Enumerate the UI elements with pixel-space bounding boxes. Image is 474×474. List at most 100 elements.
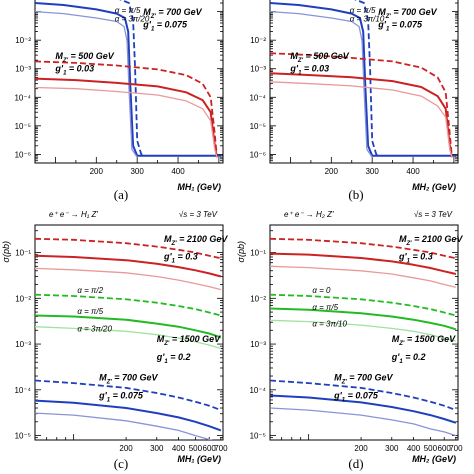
x-tick-label: 700 bbox=[214, 444, 228, 453]
parameter-label: MZ' = 2100 GeV bbox=[164, 234, 228, 247]
series-line bbox=[270, 307, 457, 331]
parameter-label: g'1 = 0.075 bbox=[333, 390, 379, 403]
y-tick-label: 10⁻³ bbox=[15, 340, 31, 349]
panel-caption: (b) bbox=[348, 187, 363, 202]
parameter-label: g'1 = 0.075 bbox=[377, 19, 423, 32]
series-line bbox=[270, 237, 457, 260]
alpha-label: α = 3π/10 bbox=[312, 320, 347, 329]
series-line bbox=[35, 60, 218, 158]
y-tick-label: 10⁻⁶ bbox=[250, 150, 266, 159]
x-tick-label: 600 bbox=[438, 444, 452, 453]
alpha-label: α = 3π/20 bbox=[115, 15, 150, 24]
parameter-label: MZ' = 500 GeV bbox=[55, 51, 114, 64]
parameter-label: MZ' = 700 GeV bbox=[378, 7, 437, 20]
series-line bbox=[35, 77, 218, 158]
y-tick-label: 10⁻⁴ bbox=[14, 386, 31, 395]
series-line bbox=[35, 326, 222, 350]
parameter-label: g'1 = 0.3 bbox=[163, 252, 198, 265]
parameter-label: g'1 = 0.075 bbox=[98, 390, 144, 403]
series-line bbox=[270, 379, 457, 411]
parameter-label: g'1 = 0.03 bbox=[54, 64, 94, 77]
series-line bbox=[35, 412, 213, 440]
plot-frame bbox=[34, 224, 224, 441]
parameter-label: MZ' = 500 GeV bbox=[290, 51, 349, 64]
parameter-label: g'1 = 0.2 bbox=[156, 352, 191, 365]
series-line bbox=[35, 293, 222, 317]
x-tick-label: 400 bbox=[407, 444, 421, 453]
x-axis-label: MH₁ (GeV) bbox=[177, 454, 221, 464]
x-axis-label: MH₁ (GeV) bbox=[177, 182, 221, 192]
panel-caption: (a) bbox=[114, 187, 128, 202]
series-line bbox=[270, 2, 456, 157]
parameter-label: MZ' = 700 GeV bbox=[143, 7, 202, 20]
alpha-label: α = π/2 bbox=[77, 286, 103, 295]
x-axis-label: MH₂ (GeV) bbox=[412, 454, 456, 464]
series-line bbox=[354, 0, 381, 157]
alpha-label: α = 3π/10 bbox=[350, 15, 385, 24]
alpha-label: α = 3π/20 bbox=[77, 324, 112, 333]
alpha-label: α = π/5 bbox=[77, 307, 103, 316]
series-line bbox=[270, 10, 373, 158]
series-line bbox=[270, 252, 457, 275]
x-tick-label: 300 bbox=[130, 167, 144, 176]
y-tick-label: 10⁻⁶ bbox=[15, 150, 31, 159]
chart-panel-a: 10⁻⁶ 10⁻⁵ 10⁻⁴ 10⁻³ 10⁻² 200 300 400 MZ' = 700 G… bbox=[14, 0, 224, 202]
x-axis-label: MH₂ (GeV) bbox=[412, 182, 456, 192]
y-axis-label: σ(pb) bbox=[1, 241, 11, 262]
series-line bbox=[270, 265, 457, 288]
panel-caption: (d) bbox=[348, 456, 363, 471]
x-tick-label: 300 bbox=[150, 444, 164, 453]
y-tick-label: 10⁻³ bbox=[250, 340, 266, 349]
series-line bbox=[270, 394, 457, 424]
y-tick-label: 10⁻² bbox=[15, 294, 31, 303]
plot-frame bbox=[34, 0, 224, 164]
y-tick-label: 10⁻⁴ bbox=[14, 93, 31, 102]
series-line bbox=[35, 86, 218, 158]
series-line bbox=[270, 52, 453, 158]
series-line bbox=[270, 81, 453, 158]
x-tick-label: 500 bbox=[424, 444, 438, 453]
alpha-label: α = 0 bbox=[312, 286, 331, 295]
x-tick-label: 400 bbox=[172, 444, 186, 453]
series-line bbox=[35, 2, 221, 157]
parameter-label: g'1 = 0.3 bbox=[398, 252, 433, 265]
series-line bbox=[35, 379, 222, 411]
series-line bbox=[35, 254, 222, 278]
y-tick-label: 10⁻⁴ bbox=[249, 93, 266, 102]
series-line bbox=[270, 319, 457, 342]
series-line bbox=[35, 399, 222, 432]
x-tick-label: 200 bbox=[90, 167, 104, 176]
alpha-label: α = π/5 bbox=[312, 303, 338, 312]
process-label: e⁺ e⁻ → H₂ Z' bbox=[284, 210, 334, 219]
y-tick-label: 10⁻⁵ bbox=[250, 432, 266, 441]
x-tick-label: 300 bbox=[385, 444, 399, 453]
plot-frame bbox=[269, 0, 459, 164]
y-tick-label: 10⁻² bbox=[250, 294, 266, 303]
x-tick-label: 200 bbox=[354, 444, 368, 453]
process-label: e⁺ e⁻ → H₁ Z' bbox=[49, 210, 98, 219]
y-tick-label: 10⁻¹ bbox=[250, 249, 266, 258]
y-tick-label: 10⁻² bbox=[15, 36, 31, 45]
parameter-label: MZ' = 700 GeV bbox=[99, 372, 158, 385]
series-line bbox=[270, 407, 457, 437]
x-tick-label: 400 bbox=[406, 167, 420, 176]
x-tick-label: 400 bbox=[171, 167, 185, 176]
x-tick-label: 300 bbox=[365, 167, 379, 176]
parameter-label: MZ' = 2100 GeV bbox=[399, 234, 463, 247]
y-tick-label: 10⁻⁵ bbox=[15, 432, 31, 441]
parameter-label: MZ' = 1500 GeV bbox=[157, 334, 221, 347]
series-line bbox=[270, 293, 457, 317]
series-line bbox=[119, 0, 146, 157]
x-tick-label: 200 bbox=[119, 444, 133, 453]
y-tick-label: 10⁻¹ bbox=[15, 249, 31, 258]
x-tick-label: 200 bbox=[325, 167, 339, 176]
y-tick-label: 10⁻³ bbox=[15, 65, 31, 74]
alpha-label: α = π/5 bbox=[115, 6, 141, 15]
x-tick-label: 600 bbox=[203, 444, 217, 453]
parameter-label: g'1 = 0.075 bbox=[142, 19, 188, 32]
series-line bbox=[35, 314, 222, 339]
series-line bbox=[270, 72, 453, 158]
